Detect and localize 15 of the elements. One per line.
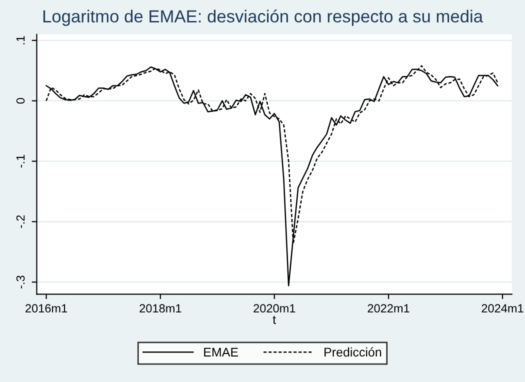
legend-label: Predicción (324, 347, 382, 357)
line-series (46, 66, 498, 286)
x-axis-title: t (272, 316, 276, 324)
x-tick-label: 2024m1 (482, 304, 524, 313)
y-tick-label: -.1 (16, 154, 25, 168)
y-tick-label: -.2 (16, 215, 25, 228)
x-tick-label: 2018m1 (140, 304, 182, 313)
chart-title: Logaritmo de EMAE: desviación con respecto a su media (43, 10, 484, 26)
x-tick-label: 2022m1 (368, 304, 410, 313)
y-tick-label: 0 (16, 98, 25, 104)
legend-label: EMAE (204, 348, 238, 356)
x-tick-label: 2020m1 (254, 304, 296, 313)
y-tick-label: -.3 (16, 276, 25, 288)
y-tick-label: .1 (16, 36, 25, 44)
x-tick-label: 2016m1 (26, 304, 68, 313)
